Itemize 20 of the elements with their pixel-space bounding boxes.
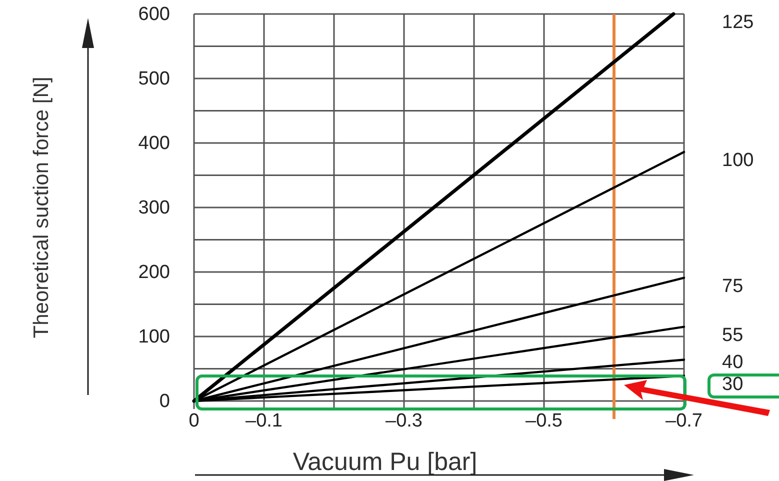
text: 55	[722, 324, 744, 346]
x-axis-title: Vacuum Pu [bar]	[292, 448, 478, 476]
x-tick-label: –0.1	[246, 410, 282, 432]
y-tick-label: 0	[159, 391, 170, 412]
text: 125	[722, 12, 754, 33]
x-tick-label: –0.7	[666, 410, 702, 432]
y-tick-label: 500	[138, 68, 170, 90]
y-tick-label: 300	[138, 198, 170, 219]
y-tick-label: 200	[138, 262, 170, 284]
x-tick-label: –0.3	[386, 410, 422, 432]
y-tick-label: 100	[138, 326, 170, 348]
x-tick-label: 0	[188, 410, 200, 432]
text: 100	[722, 150, 754, 172]
text: 30	[722, 374, 744, 395]
y-axis-title: Theoretical suction force [N]	[30, 76, 53, 338]
text: 40	[722, 352, 744, 373]
x-tick-label: –0.5	[526, 410, 562, 432]
text: 75	[722, 276, 744, 297]
y-tick-label: 400	[138, 133, 170, 154]
y-tick-label: 600	[138, 4, 170, 26]
